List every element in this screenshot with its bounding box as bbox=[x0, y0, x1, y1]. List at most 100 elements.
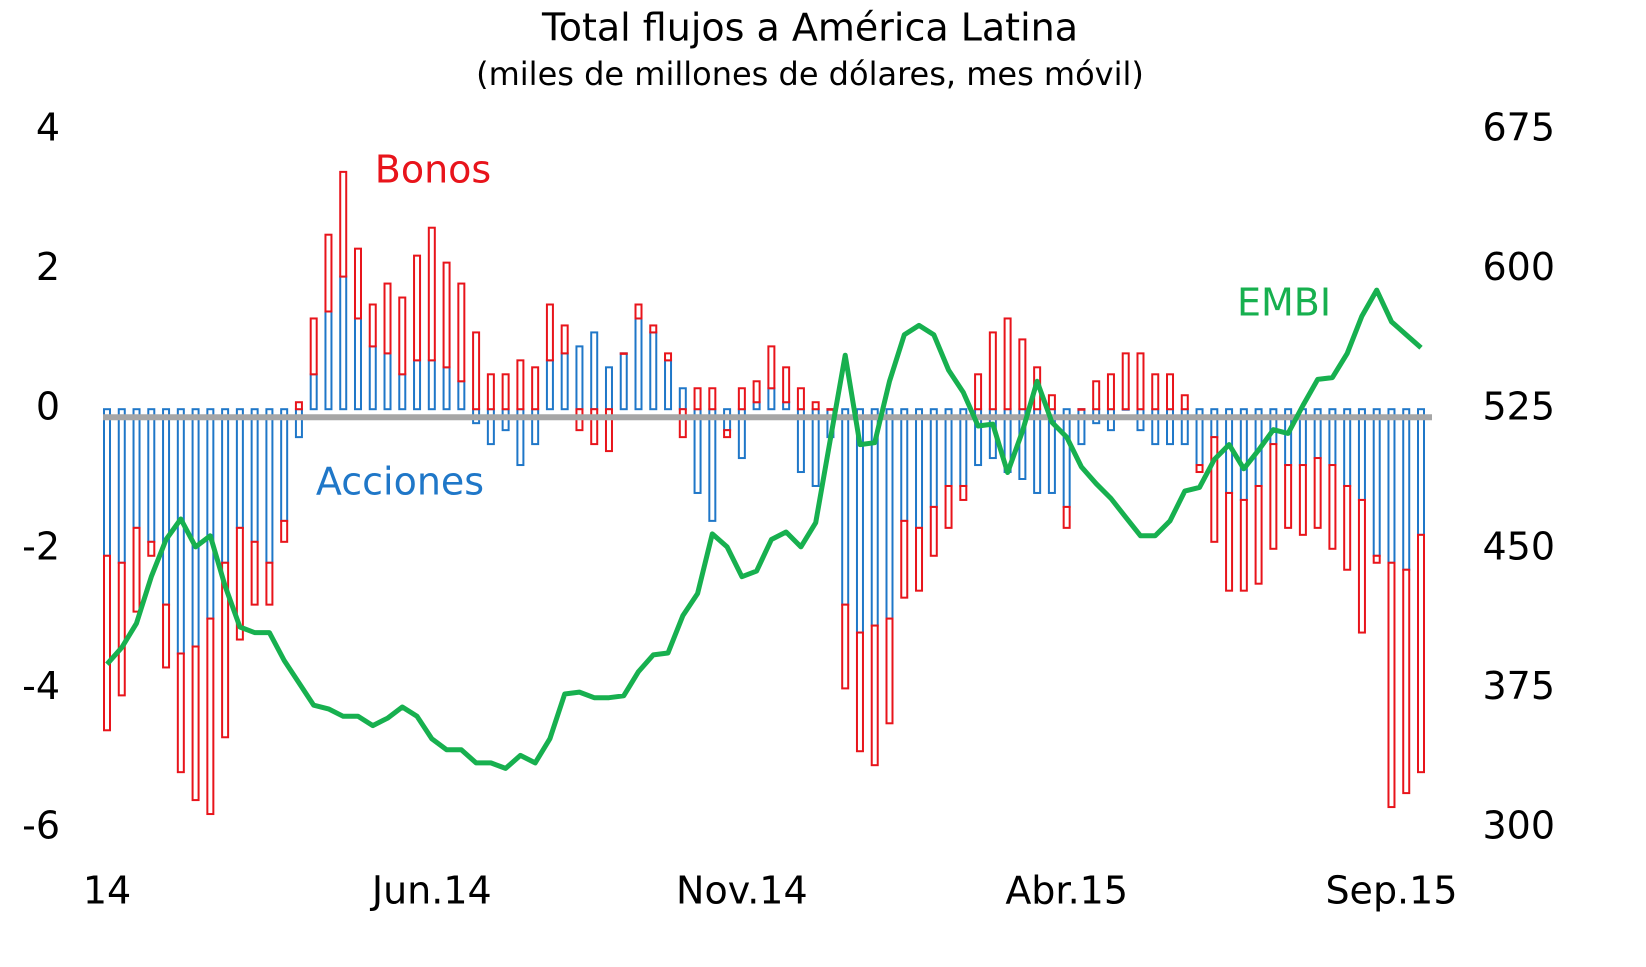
bar bbox=[147, 408, 156, 543]
bar bbox=[1357, 498, 1366, 634]
bar bbox=[1136, 352, 1145, 411]
bar bbox=[280, 519, 289, 543]
bar bbox=[132, 526, 141, 613]
bar bbox=[841, 408, 850, 606]
bar bbox=[841, 603, 850, 690]
bar bbox=[1092, 380, 1101, 411]
bar bbox=[1372, 408, 1381, 557]
bar bbox=[959, 484, 968, 501]
bar bbox=[767, 387, 776, 411]
bar bbox=[221, 561, 230, 739]
bar bbox=[1077, 408, 1086, 411]
bar bbox=[427, 226, 436, 362]
bar bbox=[294, 401, 303, 411]
bar bbox=[1343, 408, 1352, 487]
bar bbox=[1018, 338, 1027, 411]
bar bbox=[324, 310, 333, 411]
bar bbox=[1062, 408, 1071, 508]
bar bbox=[103, 408, 111, 557]
bar bbox=[191, 408, 200, 648]
bar bbox=[885, 408, 894, 620]
bar bbox=[132, 408, 141, 529]
bar bbox=[294, 408, 303, 439]
bar bbox=[457, 380, 466, 411]
bar bbox=[413, 359, 422, 411]
bar bbox=[250, 540, 259, 606]
bar bbox=[944, 408, 953, 487]
bar bbox=[944, 484, 953, 529]
bar bbox=[1417, 408, 1425, 536]
bar bbox=[472, 331, 481, 411]
bar bbox=[486, 373, 495, 411]
bar bbox=[265, 561, 274, 606]
legend-label: Acciones bbox=[316, 460, 484, 504]
bar bbox=[634, 303, 643, 320]
bar bbox=[501, 373, 510, 411]
bar bbox=[1402, 568, 1411, 795]
bar bbox=[678, 408, 687, 439]
bar bbox=[929, 505, 938, 557]
bar bbox=[280, 408, 289, 522]
bar bbox=[708, 387, 717, 411]
line bbox=[105, 287, 1423, 771]
bar bbox=[1313, 457, 1322, 529]
bar bbox=[1402, 408, 1411, 571]
bar bbox=[590, 408, 599, 446]
bar bbox=[383, 352, 392, 411]
bar bbox=[427, 359, 436, 411]
x-tick-label: Nov.14 bbox=[676, 869, 808, 913]
bar bbox=[1106, 373, 1115, 411]
bar bbox=[664, 359, 673, 411]
bar bbox=[531, 366, 540, 411]
y-tick-label: 0 bbox=[36, 385, 60, 429]
bar bbox=[811, 401, 820, 411]
bar bbox=[339, 170, 348, 278]
bar bbox=[826, 408, 835, 411]
bar bbox=[309, 373, 318, 411]
bar bbox=[575, 345, 584, 411]
x-tick-label: Sep.15 bbox=[1325, 869, 1457, 913]
bar bbox=[1195, 464, 1204, 474]
bar bbox=[811, 408, 820, 487]
bar bbox=[1328, 464, 1337, 550]
bar bbox=[1062, 505, 1071, 529]
bar bbox=[457, 282, 466, 383]
legend-label: Bonos bbox=[375, 148, 491, 192]
bar bbox=[398, 296, 407, 376]
x-tick-label: Jun.14 bbox=[370, 869, 492, 913]
y2-tick-label: 300 bbox=[1482, 804, 1555, 848]
bar bbox=[235, 526, 244, 641]
bar bbox=[649, 331, 658, 411]
bar bbox=[545, 359, 554, 411]
bar bbox=[383, 282, 392, 355]
bar bbox=[649, 324, 658, 334]
chart-subtitle: (miles de millones de dólares, mes móvil… bbox=[476, 55, 1144, 93]
bar bbox=[915, 526, 924, 592]
bar bbox=[619, 352, 628, 411]
bar bbox=[442, 261, 451, 369]
bar bbox=[664, 352, 673, 362]
bar bbox=[560, 324, 569, 355]
bar bbox=[162, 603, 171, 669]
bar bbox=[782, 401, 791, 411]
bar bbox=[619, 352, 628, 355]
bar bbox=[900, 519, 909, 599]
bar bbox=[885, 617, 894, 725]
bar bbox=[590, 331, 599, 411]
bar bbox=[442, 366, 451, 411]
bar bbox=[723, 429, 732, 439]
bar bbox=[1298, 464, 1307, 536]
bar bbox=[737, 387, 746, 411]
bar bbox=[265, 408, 274, 564]
bar bbox=[988, 331, 997, 411]
bar bbox=[191, 645, 200, 802]
bar bbox=[1343, 484, 1352, 571]
bar bbox=[1284, 464, 1293, 529]
bar bbox=[309, 317, 318, 376]
bar bbox=[103, 554, 111, 732]
bar bbox=[1033, 408, 1042, 494]
bar bbox=[1180, 394, 1189, 411]
bar bbox=[368, 303, 377, 348]
bar bbox=[1166, 373, 1175, 411]
